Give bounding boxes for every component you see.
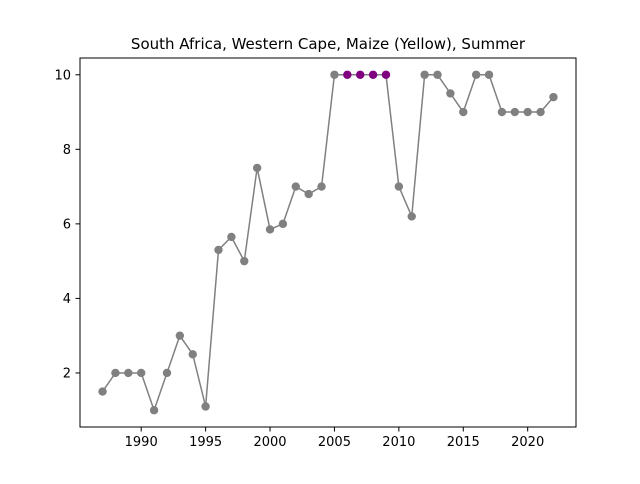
highlighted-data-point [381, 70, 391, 79]
highlighted-data-point [368, 70, 378, 79]
chart-title: South Africa, Western Cape, Maize (Yello… [131, 35, 526, 53]
y-tick-label: 4 [63, 292, 71, 307]
data-point [149, 406, 159, 415]
data-point [227, 232, 236, 242]
data-point [446, 89, 455, 98]
highlighted-data-point [343, 70, 352, 79]
axes: 1990 1995 2000 2005 2010 2015 2020 2 4 6 8 10 [54, 68, 544, 450]
data-point [510, 107, 520, 117]
x-tick-label: 1995 [189, 435, 222, 450]
data-point [433, 70, 442, 79]
data-point [459, 107, 468, 117]
x-tick-label: 2015 [447, 435, 480, 450]
data-point [240, 256, 249, 266]
x-tick-label: 2000 [253, 435, 286, 450]
data-point [98, 387, 107, 396]
plot-frame [79, 57, 577, 428]
x-tick-label: 2010 [382, 435, 415, 450]
data-point [175, 331, 185, 340]
data-point [291, 182, 300, 191]
x-tick-label: 2005 [318, 435, 351, 450]
data-point [536, 107, 545, 117]
data-point [407, 212, 416, 221]
x-tick-label: 1990 [125, 435, 158, 450]
y-tick-label: 8 [63, 143, 71, 158]
data-point [265, 225, 275, 234]
data-point [278, 219, 288, 229]
data-point [497, 107, 507, 117]
highlighted-data-point [356, 70, 365, 79]
data-point [252, 163, 262, 173]
data-point [201, 402, 210, 411]
x-tick-label: 2020 [511, 435, 544, 450]
data-point [136, 368, 146, 378]
y-tick-label: 6 [63, 217, 71, 232]
y-tick-label: 2 [63, 366, 71, 381]
data-point [471, 70, 481, 79]
plot-area [98, 70, 558, 415]
data-point [523, 107, 532, 117]
data-point [394, 182, 404, 191]
data-point [549, 92, 558, 102]
data-point [124, 368, 133, 378]
data-point [162, 368, 172, 378]
data-point [317, 182, 326, 191]
data-point [111, 368, 120, 378]
data-point [214, 245, 223, 255]
y-tick-label: 10 [54, 68, 71, 83]
data-point [330, 70, 339, 79]
data-point [420, 70, 429, 79]
data-point [188, 350, 197, 359]
data-point [304, 189, 313, 199]
data-point [484, 70, 494, 79]
